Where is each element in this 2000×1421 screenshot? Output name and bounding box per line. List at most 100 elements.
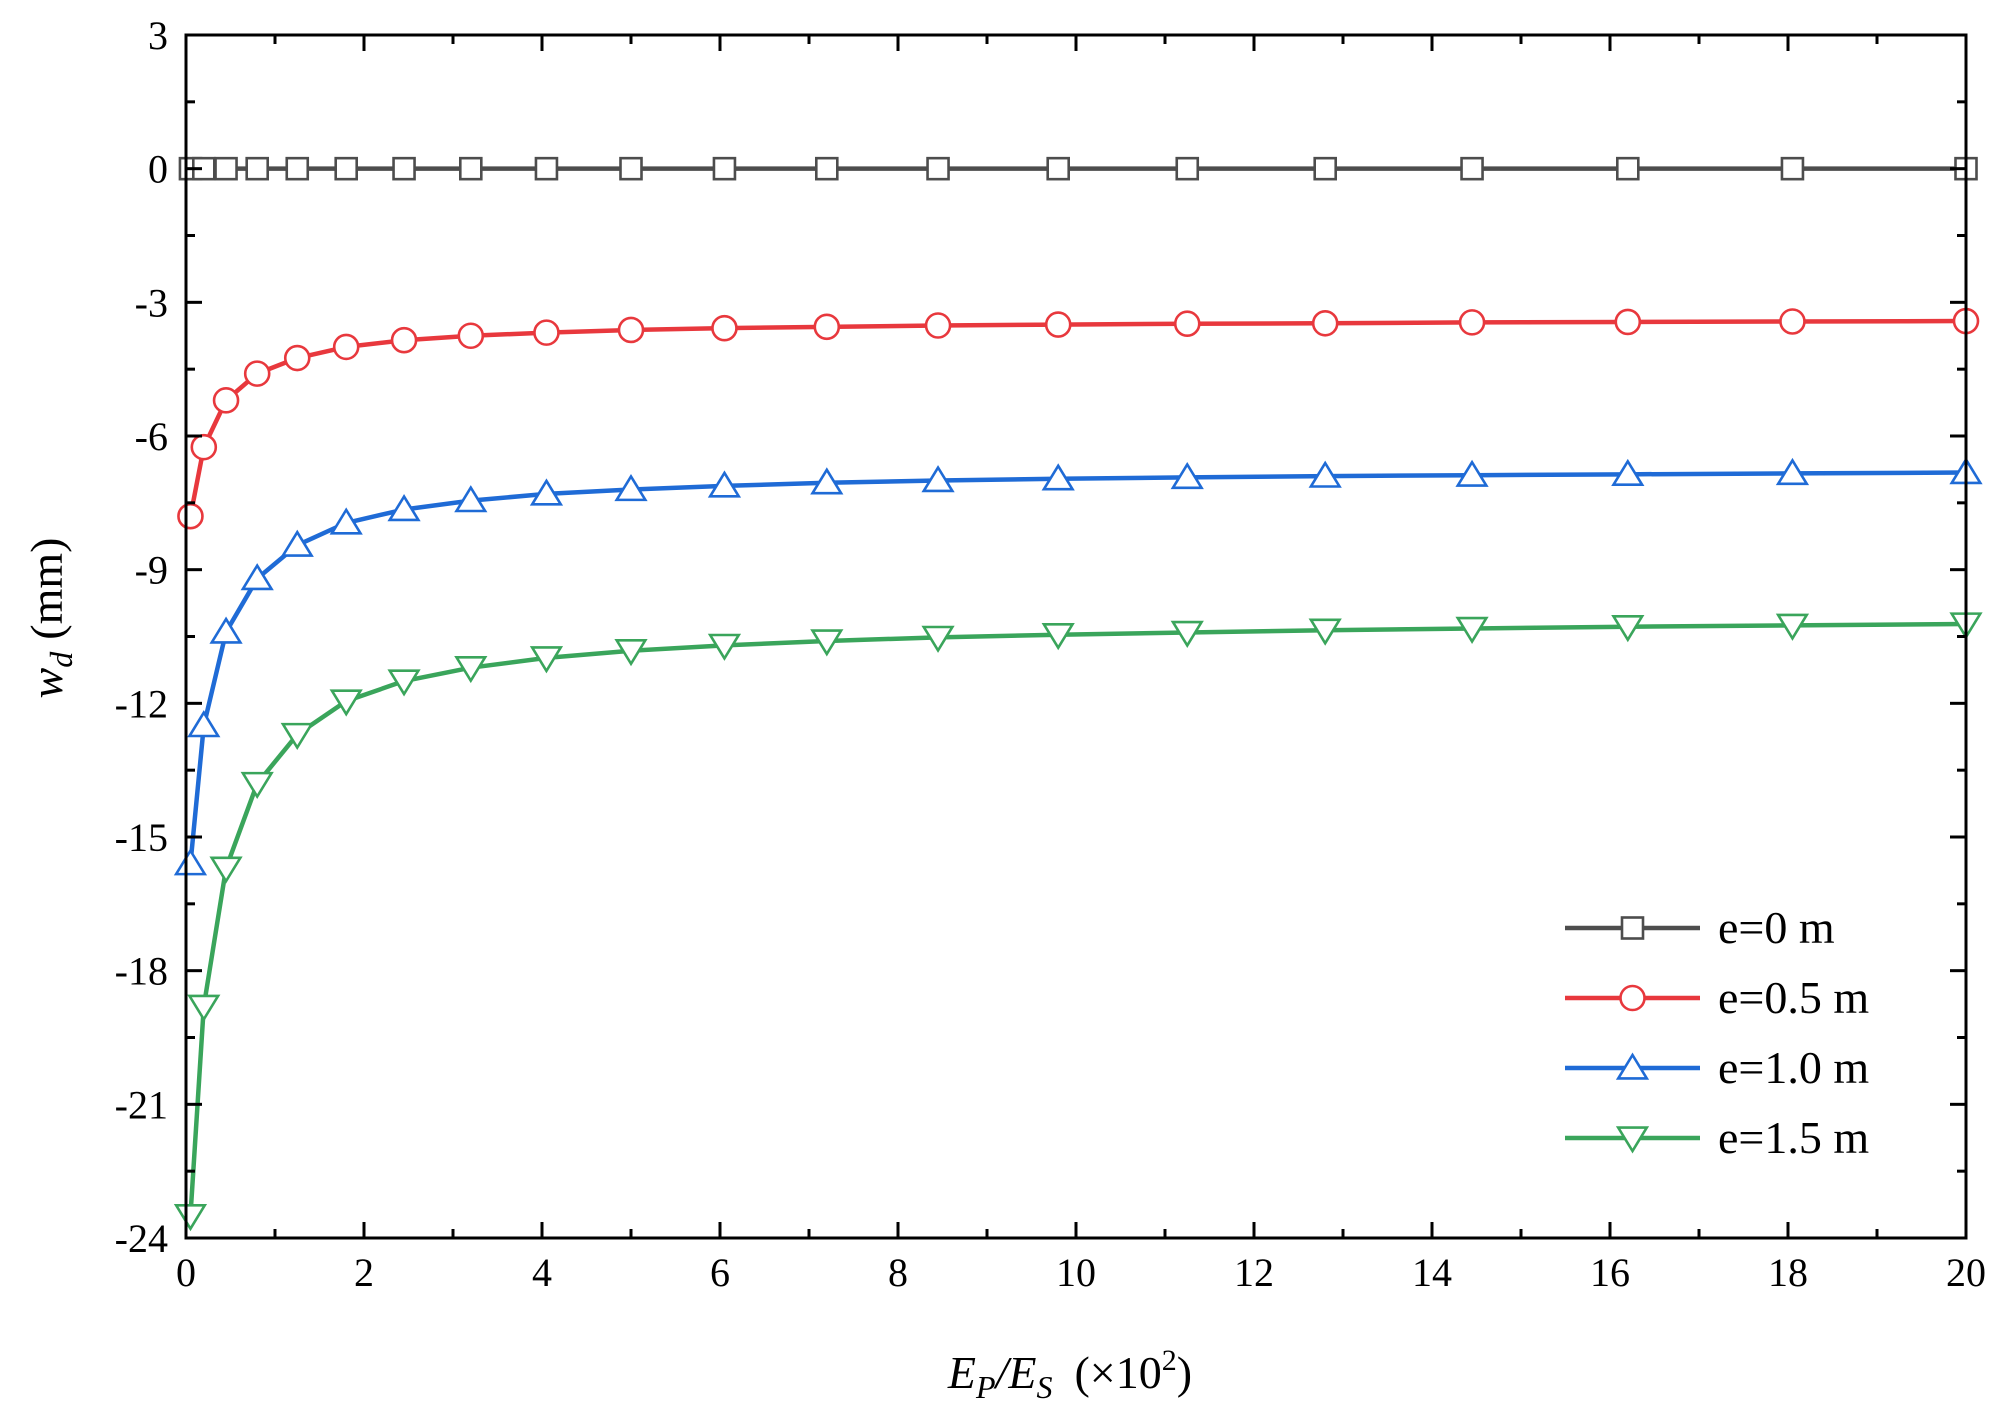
data-point bbox=[619, 156, 643, 181]
x-tick-label: 2 bbox=[354, 1250, 374, 1295]
data-point bbox=[387, 494, 421, 522]
data-point bbox=[614, 639, 648, 667]
x-tick-label: 18 bbox=[1768, 1250, 1808, 1295]
legend-marker bbox=[1620, 916, 1645, 940]
x-axis-title-unit-exp: 2 bbox=[1162, 1344, 1177, 1377]
data-point bbox=[285, 156, 310, 181]
x-tick-label: 6 bbox=[710, 1250, 730, 1295]
data-point bbox=[280, 722, 314, 751]
legend-marker bbox=[1619, 984, 1646, 1012]
x-axis-title-sub1: P bbox=[975, 1369, 996, 1405]
data-point bbox=[280, 529, 314, 557]
x-axis-title: EP/ES (×102) bbox=[947, 1344, 1192, 1405]
data-point bbox=[173, 1204, 208, 1232]
data-point bbox=[245, 156, 269, 181]
data-point bbox=[707, 470, 742, 498]
data-point bbox=[1455, 616, 1489, 644]
data-point bbox=[392, 156, 416, 181]
y-tick-label: -18 bbox=[115, 949, 168, 994]
data-point bbox=[1775, 457, 1810, 486]
data-point bbox=[1041, 463, 1075, 491]
data-point bbox=[1173, 310, 1201, 338]
data-point bbox=[1044, 311, 1072, 338]
data-point bbox=[534, 156, 559, 181]
x-tick-label: 16 bbox=[1590, 1250, 1630, 1295]
data-point bbox=[1313, 156, 1337, 181]
data-point bbox=[212, 387, 240, 414]
series-line bbox=[188, 470, 1967, 864]
legend-marker bbox=[1615, 1126, 1650, 1154]
data-point bbox=[924, 312, 952, 339]
legend-label: e=1.0 m bbox=[1718, 1042, 1869, 1093]
data-point bbox=[458, 156, 483, 181]
series-line bbox=[188, 318, 1967, 517]
data-point bbox=[1170, 461, 1204, 490]
data-point bbox=[209, 856, 243, 884]
data-point bbox=[529, 646, 564, 674]
x-tick-label: 12 bbox=[1234, 1250, 1274, 1295]
data-point bbox=[810, 629, 844, 657]
series-1 bbox=[177, 307, 1980, 530]
legend-item: e=0.5 m bbox=[1565, 972, 1869, 1023]
x-tick-label: 0 bbox=[176, 1250, 196, 1295]
y-tick-label: -24 bbox=[115, 1216, 168, 1261]
data-point bbox=[1775, 613, 1810, 641]
x-axis-title-main: E bbox=[947, 1347, 976, 1398]
data-point bbox=[529, 478, 564, 506]
data-point bbox=[1046, 156, 1070, 181]
data-point bbox=[329, 507, 363, 535]
data-point bbox=[390, 326, 418, 354]
data-point bbox=[187, 994, 221, 1022]
data-point bbox=[240, 771, 274, 800]
legend-marker bbox=[1615, 1052, 1650, 1080]
y-axis-title-main: w bbox=[21, 667, 72, 698]
data-point bbox=[1308, 460, 1342, 488]
data-point bbox=[1611, 458, 1645, 487]
data-point bbox=[813, 313, 841, 341]
data-point bbox=[187, 710, 221, 738]
x-tick-label: 20 bbox=[1946, 1250, 1986, 1295]
data-point bbox=[387, 669, 421, 697]
data-point bbox=[711, 314, 738, 342]
x-tick-label: 10 bbox=[1056, 1250, 1096, 1295]
y-tick-label: 3 bbox=[148, 13, 168, 58]
legend-label: e=0.5 m bbox=[1718, 972, 1869, 1023]
series-line bbox=[188, 621, 1967, 1216]
legend-item: e=1.5 m bbox=[1565, 1112, 1869, 1163]
data-point bbox=[454, 655, 488, 684]
legend-item: e=0 m bbox=[1565, 902, 1835, 953]
data-point bbox=[614, 473, 648, 502]
x-axis-title-sub2: S bbox=[1036, 1369, 1052, 1405]
data-point bbox=[814, 156, 839, 181]
y-axis-title-unit: (mm) bbox=[21, 538, 72, 640]
data-point bbox=[921, 465, 955, 493]
data-point bbox=[1780, 156, 1805, 181]
x-tick-label: 8 bbox=[888, 1250, 908, 1295]
y-axis-title: wd (mm) bbox=[21, 538, 79, 699]
data-point bbox=[454, 485, 488, 513]
data-point bbox=[617, 316, 645, 344]
series-2 bbox=[173, 457, 1983, 876]
data-point bbox=[1458, 309, 1486, 336]
y-tick-label: -15 bbox=[115, 815, 168, 860]
y-tick-label: -12 bbox=[115, 681, 168, 726]
data-point bbox=[209, 616, 243, 644]
data-point bbox=[921, 625, 955, 653]
y-tick-label: 0 bbox=[148, 147, 168, 192]
data-point bbox=[332, 333, 360, 361]
data-point bbox=[214, 156, 238, 181]
data-point bbox=[283, 344, 311, 372]
x-tick-label: 4 bbox=[532, 1250, 552, 1295]
y-tick-label: -9 bbox=[135, 548, 168, 593]
data-point bbox=[1175, 156, 1200, 181]
axes: 0 2 4 6 8 10 12 14 16 18 20 -24 -21 -18 -15 -12 -9 -6 -3 0 3 bbox=[115, 13, 1986, 1295]
data-point bbox=[1616, 156, 1640, 181]
data-point bbox=[173, 848, 208, 876]
data-point bbox=[329, 689, 363, 717]
data-point bbox=[457, 322, 485, 350]
y-tick-label: -6 bbox=[135, 414, 168, 459]
y-axis-title-sub: d bbox=[43, 651, 79, 668]
data-point bbox=[533, 319, 560, 346]
legend-item: e=1.0 m bbox=[1565, 1042, 1869, 1093]
data-point bbox=[810, 467, 844, 495]
